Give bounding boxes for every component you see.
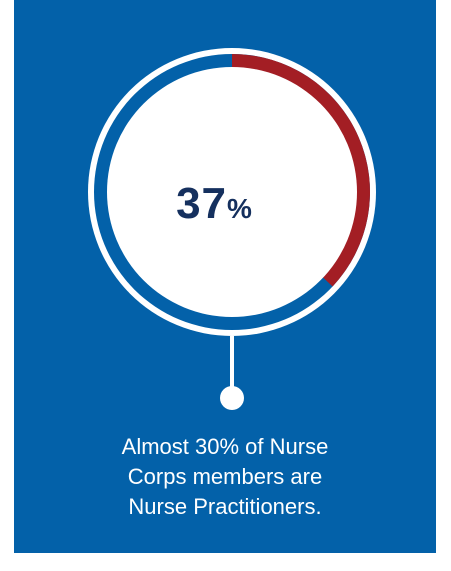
caption-line: Corps members are — [127, 464, 323, 489]
connector-dot — [220, 386, 244, 410]
percentage-symbol: % — [227, 193, 252, 224]
donut-center — [107, 67, 357, 317]
caption: Almost 30% of Nurse Corps members are Nu… — [14, 432, 436, 522]
donut-segment-highlight — [232, 54, 370, 287]
caption-line: Almost 30% of Nurse — [121, 434, 329, 459]
percentage-value: 37 — [176, 179, 228, 228]
caption-line: Nurse Practitioners. — [128, 494, 322, 519]
percentage-label: 37% — [84, 164, 344, 244]
